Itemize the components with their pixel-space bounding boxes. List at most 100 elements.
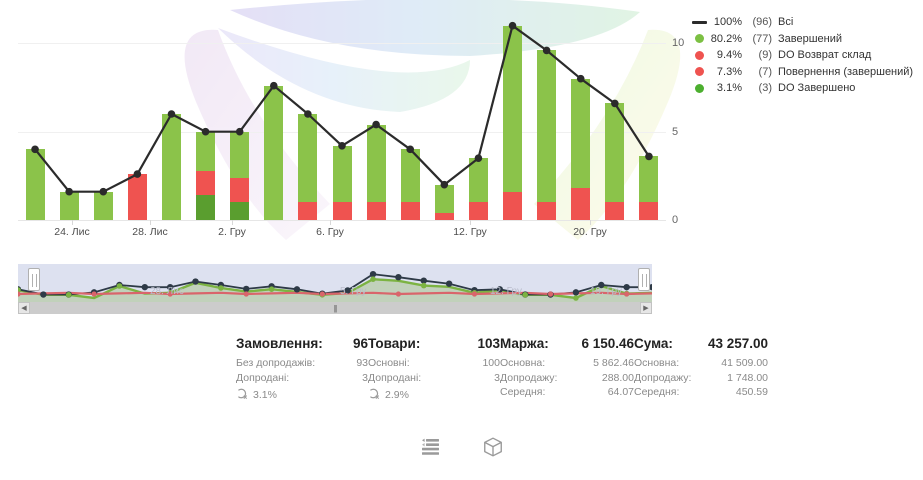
stat-total: 43 257.00 xyxy=(707,336,768,351)
navigator-marker xyxy=(243,291,249,297)
bar-segment xyxy=(571,78,591,189)
chart-plot-area[interactable] xyxy=(18,8,666,220)
line-marker[interactable] xyxy=(235,127,244,136)
stat-total: 6 150.46 xyxy=(581,336,634,351)
chart-bar[interactable] xyxy=(434,184,456,220)
chart-bar[interactable] xyxy=(264,85,286,220)
line-marker[interactable] xyxy=(65,187,73,196)
line-marker[interactable] xyxy=(31,145,39,154)
chart-bar[interactable] xyxy=(468,158,490,220)
line-marker[interactable] xyxy=(372,120,380,129)
line-marker[interactable] xyxy=(201,127,210,136)
legend-item[interactable]: 100% (96) Всі xyxy=(688,14,920,31)
line-marker[interactable] xyxy=(508,21,517,30)
navigator-marker xyxy=(573,295,579,301)
line-marker[interactable] xyxy=(645,152,653,161)
navigator-handle-left[interactable] xyxy=(28,268,40,291)
navigator-handle-right[interactable] xyxy=(638,268,650,291)
line-marker[interactable] xyxy=(542,46,551,55)
line-marker[interactable] xyxy=(440,180,449,189)
chart-bar[interactable] xyxy=(332,145,354,220)
navigator-marker xyxy=(344,287,351,294)
legend-item[interactable]: 7.3% (7) Повернення (завершений) xyxy=(688,64,920,81)
chart-navigator[interactable]: 28. Лис 5. Гру 12. Гру 19. Гру ◀ ▶ ||| xyxy=(10,262,660,314)
bar-segment xyxy=(332,145,352,203)
chart-bar[interactable] xyxy=(537,50,559,220)
scroll-right-button[interactable]: ▶ xyxy=(640,302,652,314)
navigator-marker xyxy=(395,274,402,281)
stat-header: Маржа: 6 150.46 xyxy=(500,336,634,351)
stat-column: Замовлення: 96 Без допродажів: 93 Допродані:… xyxy=(236,336,368,403)
bar-segment xyxy=(127,174,147,220)
x-axis-tick-mark xyxy=(72,220,73,225)
y-axis-tick-label: 10 xyxy=(672,37,685,50)
bar-segment xyxy=(639,156,659,203)
chart-bar[interactable] xyxy=(571,78,593,220)
navigator-marker xyxy=(572,289,580,296)
list-view-icon[interactable] xyxy=(414,432,448,462)
navigator-marker xyxy=(167,291,173,297)
line-marker[interactable] xyxy=(269,81,278,90)
line-marker[interactable] xyxy=(406,145,415,154)
chart-bar[interactable] xyxy=(400,149,422,220)
gridline xyxy=(18,43,666,45)
chart-bar[interactable] xyxy=(230,131,252,220)
stat-row: Основна: 41 509.00 xyxy=(634,356,768,371)
chart-bar[interactable] xyxy=(196,131,218,220)
x-axis-tick-mark xyxy=(150,220,151,225)
navigator-marker xyxy=(445,280,453,287)
line-marker[interactable] xyxy=(133,170,142,178)
stat-title: Маржа: xyxy=(500,336,549,351)
cart-percent-icon xyxy=(236,387,249,403)
navigator-marker xyxy=(420,282,427,289)
legend-item[interactable]: 9.4% (9) DO Возврат склад xyxy=(688,47,920,64)
navigator-date-label: 28. Лис xyxy=(150,286,184,297)
stat-row-value: 5 862.46 xyxy=(593,357,634,369)
chart-bar[interactable] xyxy=(298,114,320,220)
legend-item[interactable]: 3.1% (3) DO Завершено xyxy=(688,80,920,97)
legend-dot-icon xyxy=(688,67,710,77)
line-marker[interactable] xyxy=(99,187,108,196)
navigator-marker xyxy=(243,285,250,293)
chart-bar[interactable] xyxy=(503,25,525,220)
scroll-grip-icon[interactable]: ||| xyxy=(333,304,337,313)
bar-segment xyxy=(571,188,591,220)
line-marker[interactable] xyxy=(576,74,585,83)
chart-bar[interactable] xyxy=(366,124,388,220)
chart-bar[interactable] xyxy=(161,114,183,220)
cube-icon[interactable] xyxy=(476,432,510,462)
line-marker[interactable] xyxy=(167,110,176,118)
chart-bar[interactable] xyxy=(93,191,115,220)
stat-row-value: 3 xyxy=(494,371,500,384)
stat-row-value: 100 xyxy=(482,357,500,369)
summary-statistics: Замовлення: 96 Без допродажів: 93 Допродані:… xyxy=(236,336,768,403)
stat-column: Маржа: 6 150.46 Основна: 5 862.46 Допродажу:… xyxy=(500,336,634,403)
legend-count: (77) xyxy=(752,32,772,45)
navigator-marker xyxy=(471,291,478,297)
x-axis-tick-label: 2. Гру xyxy=(218,226,246,238)
bar-segment xyxy=(537,50,557,203)
navigator-marker xyxy=(420,277,427,284)
legend-label: Всі xyxy=(778,16,794,29)
scroll-left-button[interactable]: ◀ xyxy=(18,302,30,314)
line-marker[interactable] xyxy=(304,110,312,118)
line-marker[interactable] xyxy=(474,154,483,162)
line-marker[interactable] xyxy=(611,99,619,108)
bar-segment xyxy=(366,202,386,220)
navigator-marker xyxy=(116,283,123,289)
chart-bar[interactable] xyxy=(59,191,81,220)
legend-item[interactable]: 80.2% (77) Завершений xyxy=(688,31,920,48)
line-marker[interactable] xyxy=(338,142,346,150)
chart-legend[interactable]: 100% (96) Всі 80.2% (77) Завершений 9.4% (9) DO … xyxy=(688,14,920,97)
x-axis-line xyxy=(18,220,666,221)
bar-segment xyxy=(59,191,79,220)
x-axis-tick-label: 28. Лис xyxy=(132,226,168,238)
legend-line-icon xyxy=(688,21,710,24)
chart-bar[interactable] xyxy=(639,156,661,220)
navigator-scrollbar[interactable]: ◀ ▶ ||| xyxy=(18,302,652,314)
orders-chart[interactable]: 0 5 10 24. Лис 28. Лис 2. Гру 6. Гру 12. Гру 20… xyxy=(0,0,690,250)
chart-bar[interactable] xyxy=(127,174,149,220)
chevron-right-icon: ▶ xyxy=(643,305,649,312)
chart-bar[interactable] xyxy=(25,149,47,220)
chart-bar[interactable] xyxy=(605,103,627,220)
